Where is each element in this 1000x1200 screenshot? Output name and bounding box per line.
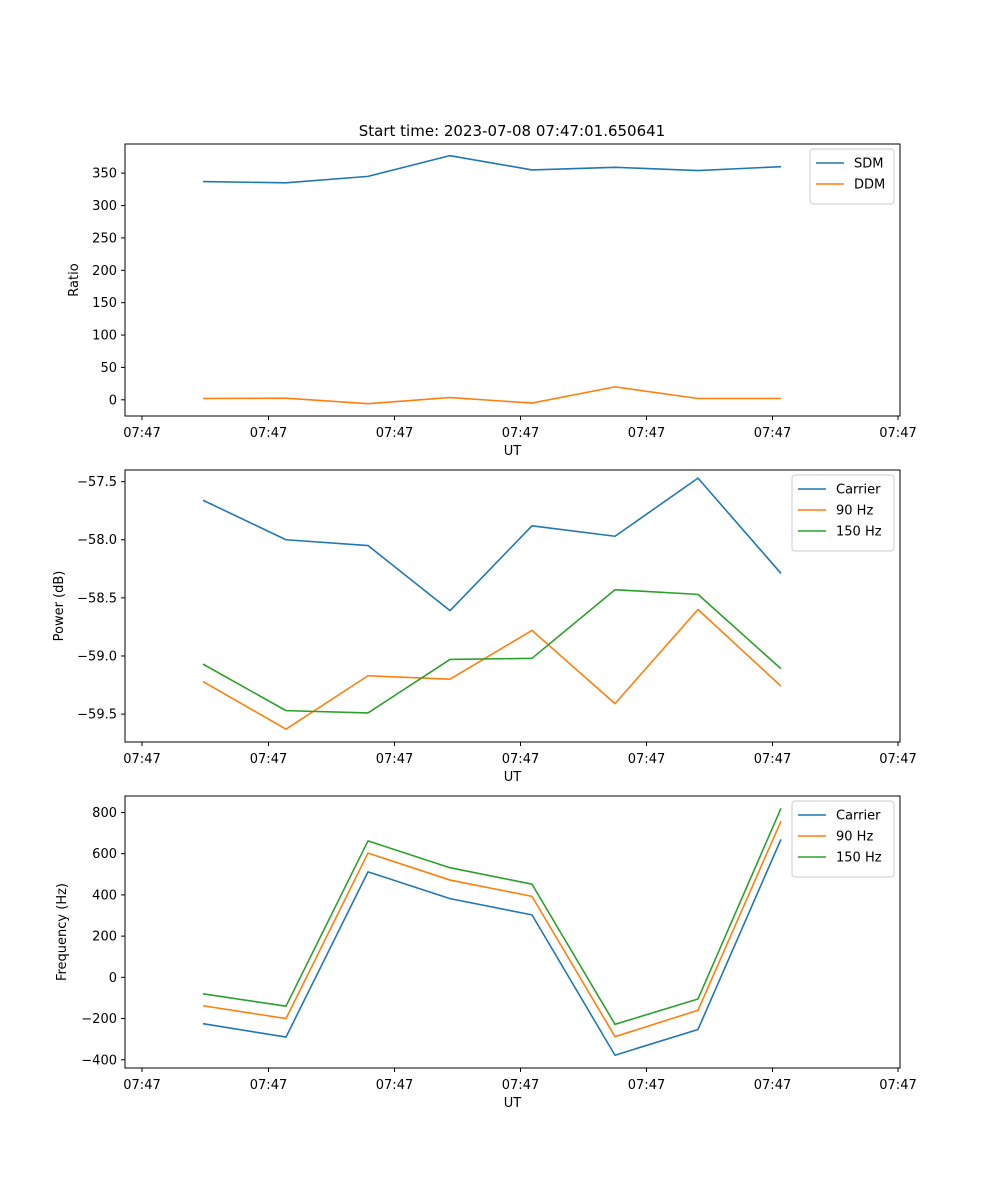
x-tick-label: 07:47 <box>376 1078 413 1093</box>
y-tick-label: 0 <box>109 393 117 408</box>
y-tick-label: 600 <box>92 847 117 862</box>
axes-frame <box>124 469 901 743</box>
legend-frame <box>791 800 895 878</box>
x-tick-label: 07:47 <box>754 752 791 767</box>
x-tick-label: 07:47 <box>879 426 916 441</box>
y-tick-label: −57.5 <box>77 475 117 490</box>
subplots: 0 50 100 150 200 250 300 350 07:47 07:47 07:47 07:4… <box>52 143 917 1111</box>
y-tick-label: −58.0 <box>77 533 117 548</box>
axes-frame <box>124 795 901 1069</box>
legend-entry: DDM <box>854 178 885 193</box>
series-line-carrier <box>202 838 782 1057</box>
x-tick-label: 07:47 <box>502 426 539 441</box>
y-tick-label: −59.0 <box>77 649 117 664</box>
y-tick-label: 50 <box>100 361 117 376</box>
legend: Carrier 90 Hz 150 Hz <box>791 474 895 552</box>
legend: SDM DDM <box>809 148 895 205</box>
x-tick-label: 07:47 <box>123 752 160 767</box>
x-tick-label: 07:47 <box>502 752 539 767</box>
series-line-150-hz <box>202 588 782 714</box>
series-line-90-hz <box>202 608 782 731</box>
legend: Carrier 90 Hz 150 Hz <box>791 800 895 878</box>
x-tick-label: 07:47 <box>879 752 916 767</box>
y-tick-label: 300 <box>92 199 117 214</box>
x-tick-label: 07:47 <box>502 1078 539 1093</box>
y-tick-label: −58.5 <box>77 591 117 606</box>
y-axis-label: Ratio <box>67 263 82 296</box>
series-line-ddm <box>202 386 781 405</box>
y-tick-label: −200 <box>81 1012 117 1027</box>
legend-entry: Carrier <box>836 483 881 498</box>
x-tick-label: 07:47 <box>879 1078 916 1093</box>
subplot-1: 0 50 100 150 200 250 300 350 07:47 07:47 07:47 07:4… <box>67 143 917 459</box>
legend-frame <box>791 474 895 552</box>
series-line-sdm <box>202 154 782 184</box>
x-axis-label: UT <box>504 1096 522 1111</box>
y-tick-label: 200 <box>92 264 117 279</box>
y-tick-label: 200 <box>92 930 117 945</box>
x-tick-label: 07:47 <box>628 752 665 767</box>
y-tick-label: 350 <box>92 167 117 182</box>
y-tick-label: 250 <box>92 231 117 246</box>
x-tick-label: 07:47 <box>628 1078 665 1093</box>
x-tick-label: 07:47 <box>376 426 413 441</box>
legend-entry: 90 Hz <box>836 830 873 845</box>
legend-entry: Carrier <box>836 809 881 824</box>
y-axis-label: Power (dB) <box>52 571 67 642</box>
legend-entry: SDM <box>854 157 883 172</box>
x-tick-label: 07:47 <box>250 752 287 767</box>
x-tick-label: 07:47 <box>123 426 160 441</box>
y-axis-label: Frequency (Hz) <box>55 883 70 981</box>
y-tick-label: 100 <box>92 329 117 344</box>
y-tick-label: 400 <box>92 888 117 903</box>
figure-title: Start time: 2023-07-08 07:47:01.650641 <box>359 122 665 140</box>
series-line-carrier <box>202 477 782 612</box>
subplot-3: −400 −200 0 200 400 600 800 07:47 07:47 07:47 07:4… <box>55 795 917 1111</box>
axes-frame <box>124 143 901 417</box>
subplot-2: −59.5 −59.0 −58.5 −58.0 −57.5 07:47 07:47 07:47… <box>52 469 917 785</box>
x-axis-label: UT <box>504 444 522 459</box>
x-axis-label: UT <box>504 770 522 785</box>
x-tick-label: 07:47 <box>628 426 665 441</box>
x-tick-label: 07:47 <box>123 1078 160 1093</box>
y-tick-label: 0 <box>109 971 117 986</box>
x-tick-label: 07:47 <box>376 752 413 767</box>
legend-entry: 90 Hz <box>836 504 873 519</box>
x-tick-label: 07:47 <box>250 426 287 441</box>
x-tick-label: 07:47 <box>754 426 791 441</box>
y-tick-label: 800 <box>92 806 117 821</box>
y-tick-label: −400 <box>81 1053 117 1068</box>
y-tick-label: −59.5 <box>77 708 117 723</box>
series-line-90-hz <box>202 820 782 1038</box>
series-line-150-hz <box>202 808 782 1026</box>
legend-entry: 150 Hz <box>836 525 882 540</box>
legend-entry: 150 Hz <box>836 851 882 866</box>
x-tick-label: 07:47 <box>754 1078 791 1093</box>
y-tick-label: 150 <box>92 296 117 311</box>
x-tick-label: 07:47 <box>250 1078 287 1093</box>
